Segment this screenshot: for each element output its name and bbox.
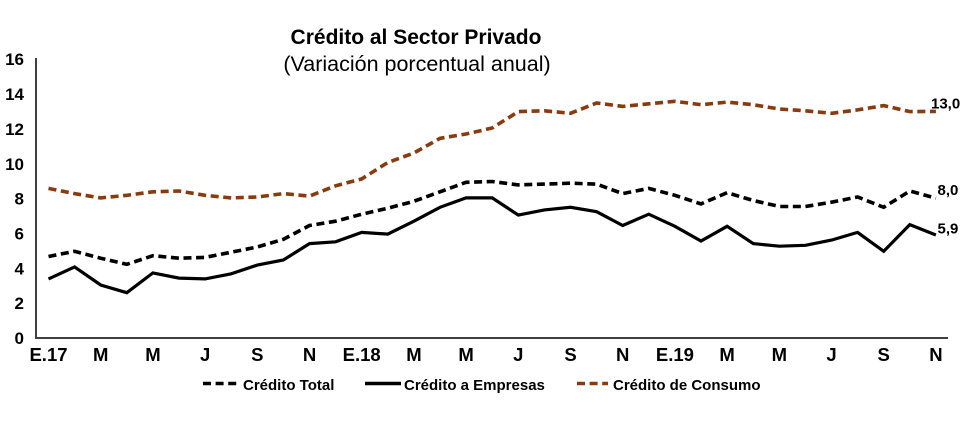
- svg-text:M: M: [719, 344, 734, 365]
- svg-text:N: N: [929, 344, 942, 365]
- svg-text:Crédito de Consumo: Crédito de Consumo: [613, 377, 761, 394]
- svg-text:J: J: [826, 344, 836, 365]
- svg-text:Crédito al Sector Privado: Crédito al Sector Privado: [291, 26, 542, 49]
- svg-text:E.19: E.19: [656, 344, 694, 365]
- svg-text:S: S: [251, 344, 263, 365]
- svg-text:J: J: [513, 344, 523, 365]
- svg-text:Crédito Total: Crédito Total: [243, 377, 334, 394]
- svg-text:M: M: [406, 344, 421, 365]
- svg-text:E.18: E.18: [343, 344, 381, 365]
- svg-text:13,0: 13,0: [931, 96, 960, 113]
- svg-text:S: S: [564, 344, 576, 365]
- svg-text:M: M: [93, 344, 108, 365]
- svg-text:N: N: [616, 344, 629, 365]
- svg-text:N: N: [303, 344, 316, 365]
- svg-text:2: 2: [15, 294, 24, 313]
- svg-text:M: M: [772, 344, 787, 365]
- svg-text:8: 8: [15, 190, 24, 209]
- svg-text:4: 4: [15, 259, 25, 278]
- svg-text:S: S: [878, 344, 890, 365]
- svg-text:M: M: [145, 344, 160, 365]
- svg-text:16: 16: [5, 50, 24, 69]
- svg-text:6: 6: [15, 225, 24, 244]
- svg-text:E.17: E.17: [29, 344, 67, 365]
- svg-text:8,0: 8,0: [938, 182, 959, 199]
- svg-text:10: 10: [5, 155, 24, 174]
- svg-text:M: M: [458, 344, 473, 365]
- svg-text:0: 0: [15, 329, 24, 348]
- svg-text:(Variación porcentual anual): (Variación porcentual anual): [283, 52, 550, 76]
- svg-text:12: 12: [5, 120, 24, 139]
- svg-text:5,9: 5,9: [938, 221, 959, 238]
- svg-text:14: 14: [5, 85, 24, 104]
- svg-text:J: J: [200, 344, 210, 365]
- svg-text:Crédito a Empresas: Crédito a Empresas: [404, 377, 545, 394]
